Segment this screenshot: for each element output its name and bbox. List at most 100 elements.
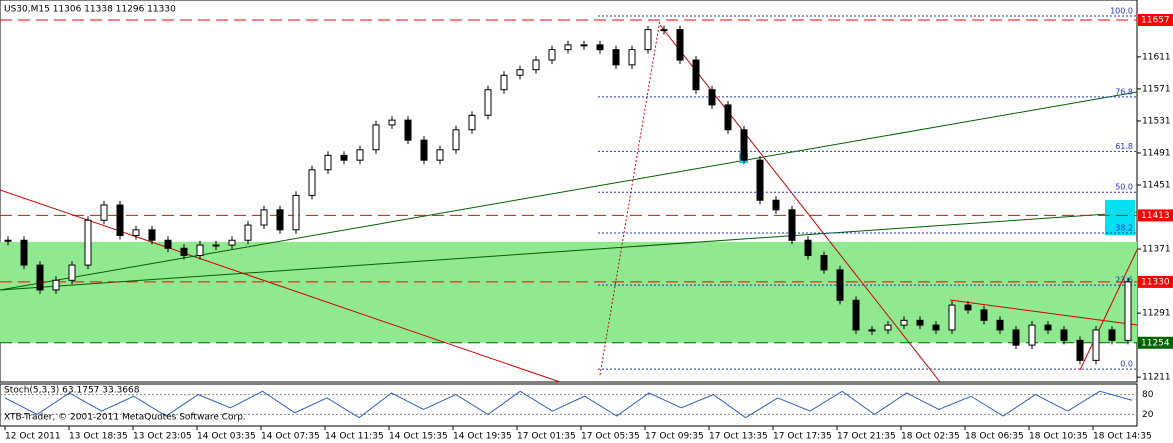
candle	[948, 304, 956, 331]
candle	[244, 224, 252, 241]
stoch-line	[4, 390, 1133, 419]
candle	[340, 154, 348, 161]
x-tick-label: 14 Oct 11:35	[325, 432, 384, 442]
x-tick-label: 18 Oct 06:35	[965, 432, 1024, 442]
y-tick-label: 11571	[1142, 84, 1171, 94]
price-box	[1138, 275, 1173, 288]
stoch-title: Stoch(5,3,3) 63.1757 33.3668	[4, 386, 140, 396]
candle	[1124, 281, 1132, 341]
x-tick-label: 14 Oct 19:35	[453, 432, 512, 442]
fibo-label: 100.0	[1110, 7, 1133, 16]
candle	[484, 89, 492, 116]
candle	[1092, 329, 1100, 361]
candle	[772, 199, 780, 211]
fibo-label: 76.8	[1115, 87, 1133, 96]
candle	[52, 279, 60, 291]
candle	[756, 159, 764, 201]
candle	[100, 204, 108, 221]
candle	[612, 49, 620, 66]
x-tick-label: 17 Oct 21:35	[837, 432, 896, 442]
candle	[1044, 324, 1052, 331]
candle	[116, 204, 124, 236]
candle	[516, 69, 524, 76]
candle	[164, 239, 172, 249]
y-tick-label: 11211	[1142, 373, 1171, 383]
candle	[388, 119, 396, 126]
candle	[372, 124, 380, 151]
trendlines	[0, 19, 1138, 383]
candle	[308, 169, 316, 196]
candle	[996, 319, 1004, 331]
y-tick-label: 11371	[1142, 245, 1171, 255]
candle	[292, 194, 300, 231]
candle	[260, 209, 268, 226]
candle	[724, 104, 732, 131]
x-tick-label: 17 Oct 17:35	[773, 432, 832, 442]
candle	[420, 139, 428, 161]
x-tick-label: 17 Oct 09:35	[645, 432, 704, 442]
candle	[532, 59, 540, 71]
candle	[196, 244, 204, 256]
fibo-label: 23.6	[1115, 276, 1133, 285]
candle	[804, 239, 812, 256]
x-tick-label: 18 Oct 02:35	[901, 432, 960, 442]
candle	[452, 129, 460, 151]
price-box	[1138, 209, 1173, 222]
candle	[852, 299, 860, 331]
candle	[692, 59, 700, 91]
candle	[644, 29, 652, 51]
x-tick-label: 18 Oct 14:35	[1093, 432, 1152, 442]
candle	[660, 29, 668, 32]
y-tick-label: 20	[1142, 410, 1154, 420]
candle	[836, 269, 844, 301]
candle	[36, 264, 44, 291]
x-tick-label: 14 Oct 07:35	[261, 432, 320, 442]
copyright: XTB-Trader, © 2001-2011 MetaQuotes Softw…	[4, 413, 246, 423]
symbol-line: US30,M15 11306 11338 11296 11330	[4, 5, 176, 15]
candle	[324, 154, 332, 171]
zone	[0, 241, 1137, 343]
y-tick-label: 11291	[1142, 309, 1171, 319]
candle	[500, 74, 508, 91]
candle	[708, 89, 716, 106]
candle	[676, 29, 684, 61]
price-box-label: 11254	[1141, 338, 1170, 348]
y-tick-label: 11531	[1142, 116, 1171, 126]
candle	[1028, 324, 1036, 346]
y-tick-label: 11451	[1142, 180, 1171, 190]
candle	[548, 49, 556, 61]
candle	[788, 209, 796, 241]
y-tick-label: 80	[1142, 390, 1154, 400]
fibo-label: 38.2	[1115, 224, 1133, 233]
candle	[468, 114, 476, 131]
x-tick-label: 17 Oct 01:35	[517, 432, 576, 442]
price-box-label: 11413	[1141, 211, 1170, 221]
candle	[84, 219, 92, 266]
candle	[580, 44, 588, 47]
fibo-label: 0.0	[1120, 360, 1133, 369]
candle	[276, 209, 284, 231]
candle	[404, 119, 412, 141]
y-tick-label: 11611	[1142, 52, 1171, 62]
candle	[356, 149, 364, 161]
candle	[132, 229, 140, 236]
candle	[916, 319, 924, 326]
candle	[148, 229, 156, 241]
x-tick-label: 13 Oct 18:35	[69, 432, 128, 442]
stoch-panel	[0, 383, 1138, 427]
candle	[900, 319, 908, 326]
candle	[212, 244, 220, 247]
fibo-label: 61.8	[1115, 142, 1133, 151]
candle	[980, 309, 988, 321]
x-tick-label: 13 Oct 23:05	[133, 432, 192, 442]
x-tick-label: 17 Oct 13:35	[709, 432, 768, 442]
candle	[932, 324, 940, 331]
candle	[228, 239, 236, 246]
candle	[884, 324, 892, 331]
y-tick-label: 11491	[1142, 148, 1171, 158]
candle	[436, 149, 444, 161]
price-box-label: 11657	[1141, 16, 1170, 26]
x-tick-label: 18 Oct 10:35	[1029, 432, 1088, 442]
candle	[1076, 339, 1084, 361]
